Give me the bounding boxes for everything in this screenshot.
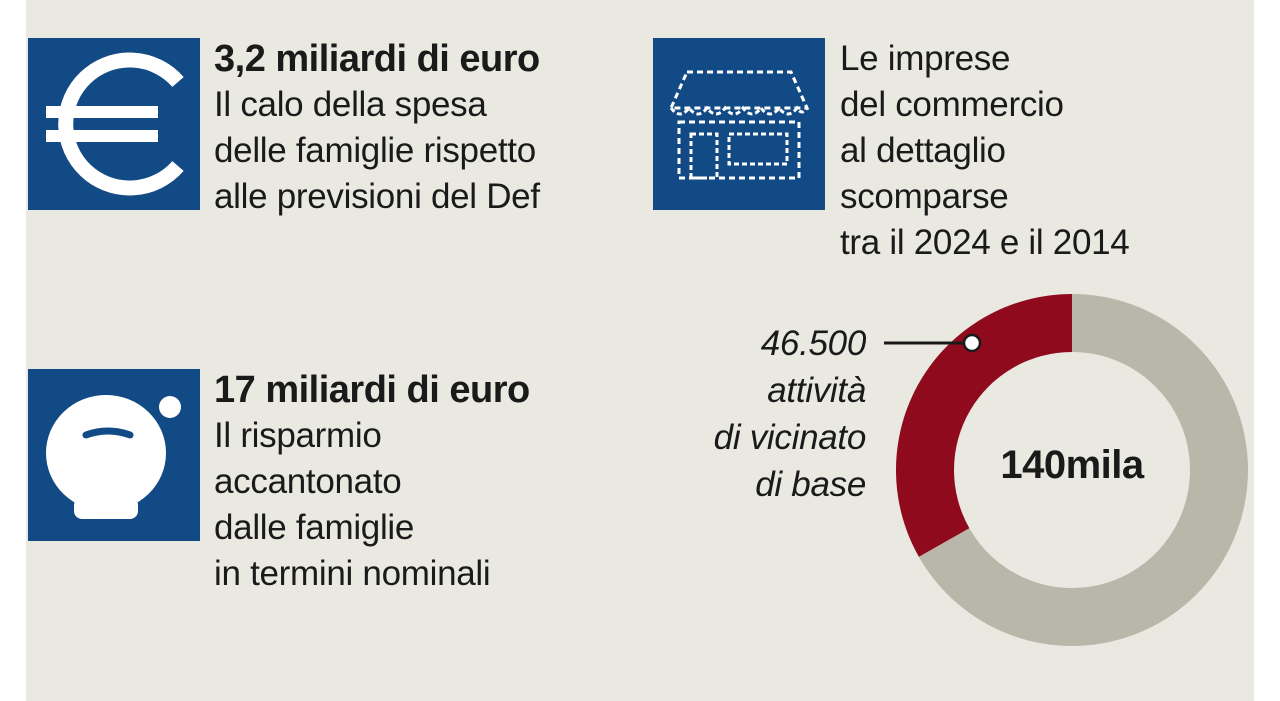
text-line: dalle famiglie: [214, 508, 415, 547]
text-line: delle famiglie rispetto: [214, 131, 536, 170]
piggy-bank-icon-box: [28, 369, 200, 541]
stat-savings-text: Il risparmio accantonato dalle famiglie …: [214, 413, 530, 597]
text-line: alle previsioni del Def: [214, 177, 540, 216]
annotation-line: di base: [755, 465, 866, 504]
shop-icon: [668, 70, 810, 180]
piggy-bank-icon: [46, 395, 181, 519]
stat-spending-headline: 3,2 miliardi di euro: [214, 38, 540, 80]
stat-savings-headline: 17 miliardi di euro: [214, 369, 530, 411]
text-line: tra il 2024 e il 2014: [840, 223, 1130, 262]
donut-annotation: 46.500 attività di vicinato di base: [660, 320, 867, 508]
annotation-marker-dot: [962, 333, 982, 353]
annotation-line: di vicinato: [713, 418, 867, 457]
stat-spending-text: Il calo della spesa delle famiglie rispe…: [214, 82, 540, 220]
text-line: del commercio: [840, 85, 1064, 124]
stat-spending: 3,2 miliardi di euro Il calo della spesa…: [214, 36, 540, 220]
annotation-line: attività: [767, 371, 866, 410]
euro-icon-box: [28, 38, 200, 210]
stat-savings: 17 miliardi di euro Il risparmio accanto…: [214, 367, 530, 597]
donut-slice-rest: [918, 294, 1248, 646]
stat-shops-text: Le imprese del commercio al dettaglio sc…: [840, 36, 1130, 266]
euro-icon: [46, 52, 184, 196]
text-line: scomparse: [840, 177, 1009, 216]
shop-icon-box: [653, 38, 825, 210]
text-line: al dettaglio: [840, 131, 1006, 170]
text-line: accantonato: [214, 462, 402, 501]
text-line: Il risparmio: [214, 416, 382, 455]
text-line: in termini nominali: [214, 554, 491, 593]
donut-center-label: 140mila: [1000, 443, 1144, 487]
donut-slice-highlight: [896, 294, 1072, 557]
text-line: Le imprese: [840, 39, 1011, 78]
text-line: Il calo della spesa: [214, 85, 487, 124]
stat-shops: Le imprese del commercio al dettaglio sc…: [840, 36, 1130, 266]
annotation-value: 46.500: [760, 324, 867, 363]
